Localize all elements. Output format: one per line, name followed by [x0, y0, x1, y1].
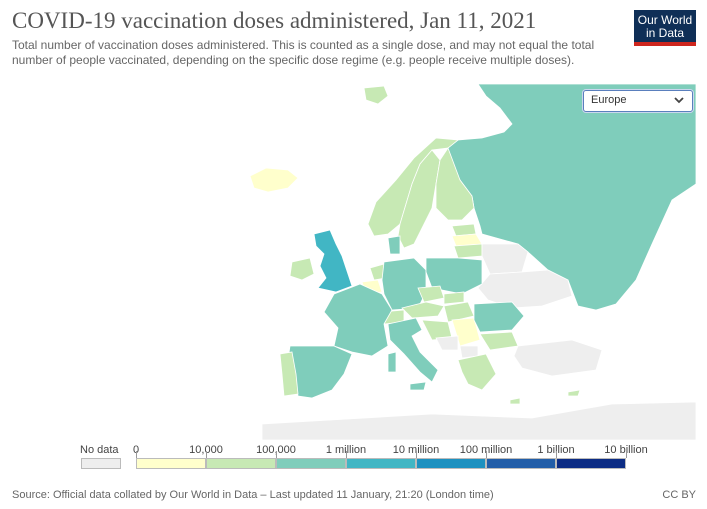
country-romania[interactable]: [473, 301, 525, 333]
region-north-africa: [261, 401, 696, 440]
legend-swatch: [136, 458, 206, 469]
owid-logo[interactable]: Our World in Data: [634, 10, 696, 46]
legend-tick-label: 1 billion: [537, 444, 575, 456]
country-germany[interactable]: [381, 257, 427, 311]
legend-swatch: [416, 458, 486, 469]
country-italy[interactable]: [387, 317, 439, 383]
country-belarus[interactable]: [481, 243, 529, 275]
legend-swatch: [206, 458, 276, 469]
logo-line-1: Our World: [637, 13, 693, 27]
legend-tick: [416, 451, 417, 458]
country-greece[interactable]: [457, 353, 497, 391]
legend-tick: [276, 451, 277, 458]
source-note[interactable]: Source: Official data collated by Our Wo…: [12, 489, 494, 501]
legend-tick-label: 10 million: [392, 444, 440, 456]
country-poland[interactable]: [425, 257, 483, 295]
legend-tick: [206, 451, 207, 458]
legend-tick: [486, 451, 487, 458]
legend-tick: [556, 451, 557, 458]
legend-tick: [626, 451, 627, 458]
country-austria[interactable]: [401, 301, 445, 319]
legend-swatch: [556, 458, 626, 469]
legend-tick-label: 1 million: [325, 444, 367, 456]
country-lithuania[interactable]: [453, 243, 483, 259]
legend-no-data-label: No data: [80, 444, 119, 456]
country-bosnia[interactable]: [435, 335, 459, 351]
country-slovakia[interactable]: [443, 291, 465, 305]
chart-title: COVID-19 vaccination doses administered,…: [12, 8, 537, 33]
region-dropdown[interactable]: Europe: [583, 90, 693, 112]
legend-tick-label: 10 billion: [604, 444, 648, 456]
legend-tick: [136, 451, 137, 458]
country-finland[interactable]: [435, 147, 475, 221]
legend-tick-label: 0: [133, 444, 140, 456]
license-link[interactable]: CC BY: [662, 489, 696, 501]
country-denmark[interactable]: [387, 235, 401, 255]
country-sicily[interactable]: [409, 381, 427, 391]
legend-tick: [346, 451, 347, 458]
country-sardinia[interactable]: [387, 351, 397, 373]
country-malta[interactable]: [509, 397, 521, 405]
logo-line-2: in Data: [645, 26, 685, 40]
region-dropdown-value: Europe: [591, 94, 627, 106]
europe-map: [12, 84, 696, 440]
country-ukraine[interactable]: [477, 269, 573, 309]
country-united-kingdom[interactable]: [313, 229, 353, 293]
country-ireland[interactable]: [289, 257, 315, 281]
country-turkey[interactable]: [513, 339, 603, 377]
country-portugal[interactable]: [279, 351, 299, 397]
legend-tick-label: 100,000: [256, 444, 296, 456]
country-svalbard[interactable]: [363, 85, 389, 105]
chevron-down-icon: [674, 97, 684, 104]
country-france[interactable]: [323, 283, 393, 357]
country-iceland[interactable]: [249, 167, 299, 193]
country-cyprus[interactable]: [567, 389, 581, 397]
legend-tick-label: 100 million: [459, 444, 513, 456]
chart-subtitle: Total number of vaccination doses admini…: [12, 38, 595, 67]
legend-swatch: [346, 458, 416, 469]
legend-swatch: [486, 458, 556, 469]
country-russia[interactable]: [447, 84, 696, 311]
legend-no-data-swatch: [81, 458, 121, 469]
legend-swatch: [276, 458, 346, 469]
legend-tick-label: 10,000: [189, 444, 223, 456]
